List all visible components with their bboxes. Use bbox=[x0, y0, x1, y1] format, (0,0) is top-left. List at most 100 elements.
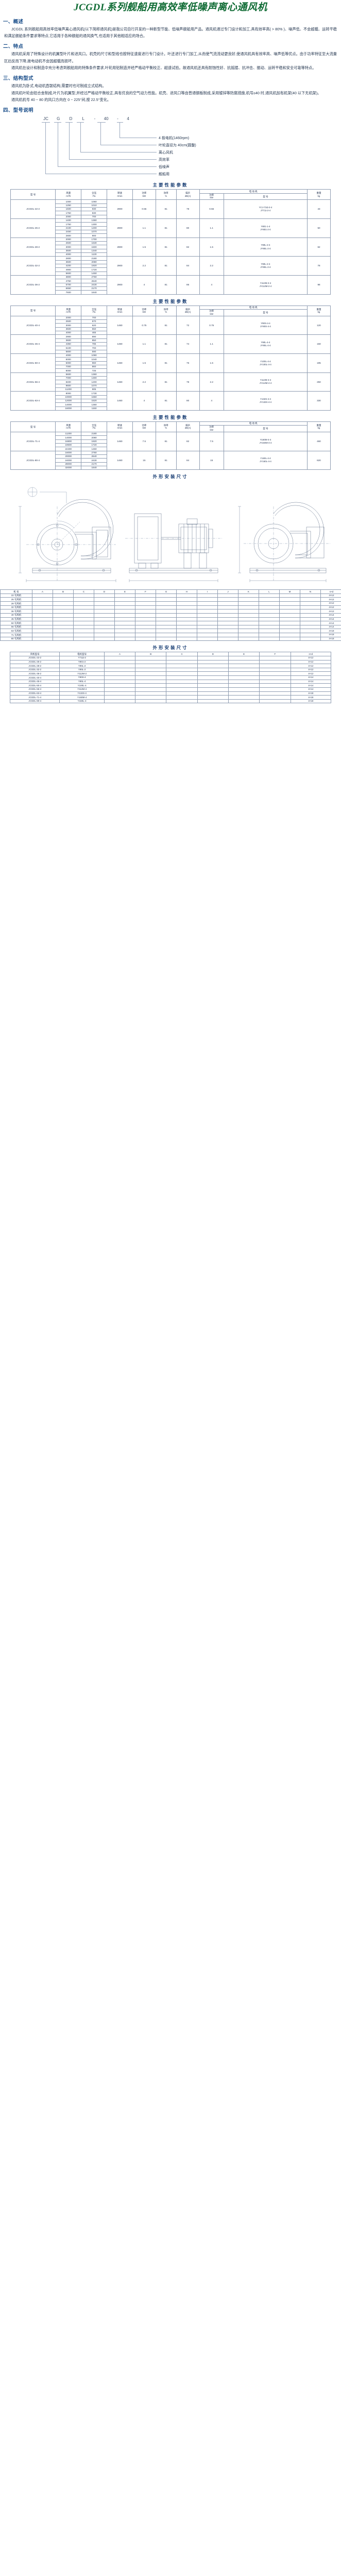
table-cell: 4×18 bbox=[290, 699, 332, 704]
table-cell bbox=[197, 605, 218, 610]
table-cell bbox=[238, 621, 259, 625]
table-cell: 4×12 bbox=[320, 597, 341, 602]
table-cell bbox=[73, 621, 94, 625]
table-cell bbox=[104, 691, 136, 696]
table-cell: 4 bbox=[199, 391, 224, 411]
table-cell bbox=[279, 597, 300, 602]
table-cell bbox=[228, 679, 260, 684]
table-cell: 1400 bbox=[55, 218, 82, 223]
page-title: JCGDL系列舰船用高效率低噪声离心通风机 bbox=[74, 2, 267, 13]
table-cell-model: JCGDL-40-4 bbox=[9, 675, 60, 680]
table-cell: 905 bbox=[81, 387, 108, 392]
table-cell: 3800 bbox=[55, 275, 82, 280]
table-cell bbox=[114, 613, 135, 618]
table-cell: 1450 bbox=[81, 271, 108, 276]
table-cell: 2.2 bbox=[132, 372, 156, 392]
table-cell: 2180 bbox=[81, 256, 108, 261]
table-cell: 1460 bbox=[107, 450, 133, 470]
table-cell bbox=[300, 624, 321, 630]
table-cell bbox=[197, 699, 229, 704]
table-cell bbox=[217, 629, 238, 634]
table-cell bbox=[228, 699, 260, 704]
table-cell-model: 56 号风机 bbox=[0, 624, 32, 630]
model-tick-underline bbox=[97, 122, 106, 123]
table-cell-model: JCGDL-25-2 bbox=[9, 659, 60, 665]
table-row: 71 号风机 4×18 bbox=[0, 633, 341, 637]
table-title: 主要性能参数 bbox=[152, 414, 189, 420]
table-cell bbox=[300, 601, 321, 606]
table-cell: 620 bbox=[81, 323, 108, 328]
table-cell bbox=[176, 597, 197, 602]
table-cell bbox=[135, 671, 167, 676]
drawing-right-plan-view bbox=[238, 502, 330, 583]
col-header: A bbox=[32, 589, 53, 594]
table-cell: 120 bbox=[307, 315, 331, 335]
table-cell bbox=[197, 633, 218, 637]
table-title: 主要性能参数 bbox=[152, 182, 189, 188]
spec-table: 型 号 风量 m³/h 全压 Pa 转速 r/min 功率 kW 效率 % 噪声… bbox=[10, 305, 331, 411]
col-header-motor-power: 功率 kW bbox=[199, 425, 224, 432]
table-cell: 1010 bbox=[81, 203, 108, 208]
table-row: 32 号风机 4×12 bbox=[0, 605, 341, 610]
table-row: JCGDL-25-2 Y801-2 4×12 bbox=[9, 659, 332, 665]
table-cell bbox=[238, 624, 259, 630]
table-cell bbox=[156, 629, 177, 634]
table-cell bbox=[156, 597, 177, 602]
table-cell bbox=[104, 683, 136, 688]
model-code-label: 离心风机 bbox=[159, 151, 173, 155]
spec-table-body: JCGDL-40-4 2000 700 1460 0.75 81 72 0.75 Y90S-4-… bbox=[10, 315, 331, 411]
table-cell bbox=[197, 629, 218, 634]
table-cell bbox=[73, 629, 94, 634]
section-heading-overview: 一、概述 bbox=[3, 19, 24, 25]
table-cell bbox=[259, 621, 280, 625]
table-cell: 19600 bbox=[55, 443, 82, 448]
col-header-weight: 重量 kg bbox=[307, 305, 331, 316]
table-cell: 4900 bbox=[55, 267, 82, 272]
table-cell: 620 bbox=[307, 450, 331, 470]
table-cell bbox=[176, 633, 197, 637]
table-cell: 1720 bbox=[81, 443, 108, 448]
table-cell: 1460 bbox=[107, 372, 133, 392]
table-cell bbox=[300, 613, 321, 618]
table-cell bbox=[53, 601, 74, 606]
table-cell: 3500 bbox=[55, 260, 82, 265]
table-cell bbox=[197, 597, 218, 602]
table-cell bbox=[259, 691, 291, 696]
table-cell: 4×18 bbox=[320, 636, 341, 641]
table-cell: 1650 bbox=[81, 395, 108, 399]
table-cell: 2430 bbox=[81, 458, 108, 463]
col-header: 风机型号 bbox=[9, 652, 60, 656]
table-cell: 150 bbox=[307, 334, 331, 354]
table-cell: 80 bbox=[176, 391, 200, 411]
table-cell: 2800 bbox=[55, 256, 82, 261]
table-row: JCGDL-40-4 Y90S-4 4×14 bbox=[9, 675, 332, 680]
table-cell: 1130 bbox=[81, 252, 108, 257]
table-cell bbox=[32, 636, 53, 641]
table-cell bbox=[166, 699, 198, 704]
table-cell: Y100L-4 bbox=[59, 683, 105, 688]
model-code-label: 4 极电机(1460rpm) bbox=[159, 137, 190, 141]
table-row: 80 号风机 4×18 bbox=[0, 636, 341, 641]
table-cell bbox=[279, 636, 300, 641]
table-cell bbox=[135, 695, 167, 700]
table-cell bbox=[259, 613, 280, 618]
table-cell: 1360 bbox=[81, 372, 108, 377]
table-cell bbox=[279, 617, 300, 622]
section-paragraph: JCGDL 系列舰船用高效率低噪声离心通风机(以下简称通风机)是我公司自行开发的… bbox=[4, 26, 337, 39]
table-cell bbox=[114, 601, 135, 606]
table-cell bbox=[32, 633, 53, 637]
table-cell bbox=[197, 659, 229, 665]
table-cell bbox=[73, 624, 94, 630]
table-cell bbox=[156, 613, 177, 618]
table-cell bbox=[53, 621, 74, 625]
table-cell: 22400 bbox=[55, 447, 82, 451]
table-row: 16000 1150 bbox=[11, 406, 331, 411]
table-cell: 1630 bbox=[81, 241, 108, 246]
table-cell-model: JCGDL-22-2 bbox=[9, 655, 60, 660]
table-row: JCGDL-80-4 16000 2760 1460 15 81 84 15 Y160L-4-4… bbox=[10, 450, 331, 470]
col-header-flow: 风量 m³/h bbox=[55, 421, 82, 432]
table-cell: 700 bbox=[81, 315, 108, 320]
table-cell bbox=[259, 617, 280, 622]
table-cell: 6650 bbox=[55, 286, 82, 291]
